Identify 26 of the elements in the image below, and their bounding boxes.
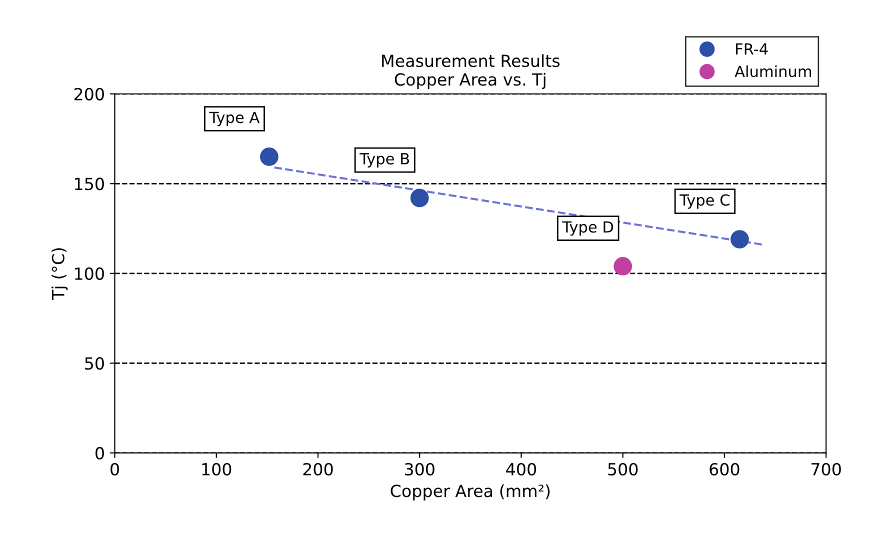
x-tick-label: 700 <box>812 462 841 476</box>
annotation: Type D <box>562 221 614 236</box>
y-tick-label: 50 <box>85 357 104 370</box>
y-tick-label: 200 <box>74 88 104 100</box>
x-tick-label: 600 <box>710 462 740 476</box>
point <box>260 148 278 166</box>
legend-label: FR-4 <box>736 43 768 55</box>
x-tick-label: 100 <box>202 462 232 476</box>
annotation: Type B <box>360 153 410 168</box>
chart-title: Measurement Results Copper Area vs. Tj <box>382 54 560 90</box>
y-tick-label: 150 <box>75 178 104 190</box>
point <box>410 188 429 208</box>
x-tick-label: 0 <box>110 462 119 476</box>
y-tick-label: 0 <box>96 446 104 460</box>
annotation: Type C <box>680 194 730 209</box>
annotation: Type A <box>209 112 260 126</box>
y-axis-title: Tj (°C) <box>52 248 68 300</box>
x-tick-label: 400 <box>506 462 536 476</box>
y-tick-label: 100 <box>75 267 104 280</box>
x-tick-label: 200 <box>303 462 333 476</box>
x-tick-label: 300 <box>404 462 434 476</box>
point <box>614 257 632 276</box>
x-tick-label: 500 <box>608 462 638 476</box>
x-axis-title: Copper Area (mm²) <box>390 484 550 500</box>
point <box>730 230 749 248</box>
legend-label: Aluminum <box>734 65 812 78</box>
